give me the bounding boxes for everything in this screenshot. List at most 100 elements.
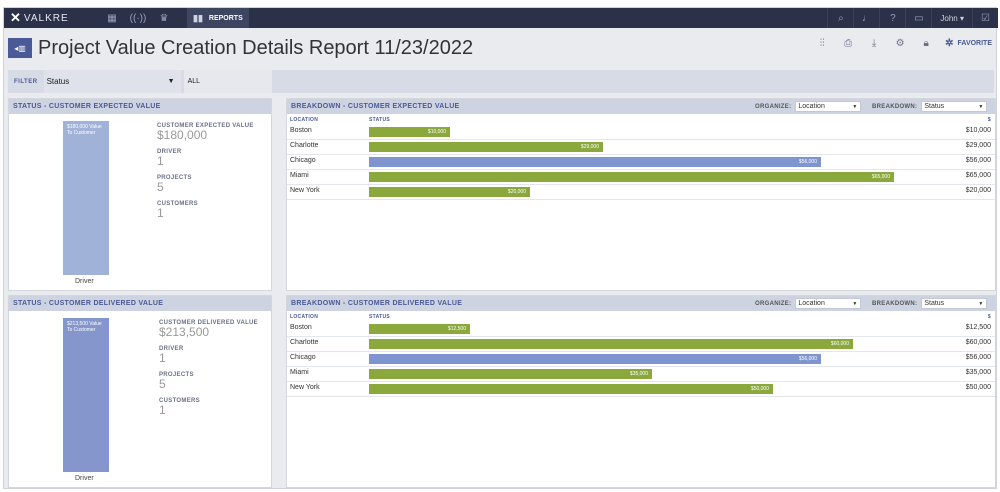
status-bar[interactable]: $20,000: [369, 187, 530, 197]
user-menu[interactable]: John ▾: [931, 8, 972, 28]
col-location: LOCATION: [290, 314, 319, 320]
logo-text: VALKRE: [23, 12, 69, 24]
lock-icon[interactable]: 🔒︎: [923, 38, 929, 49]
table-row[interactable]: Boston $12,500 $12,500: [287, 322, 995, 337]
row-amount: $60,000: [965, 339, 991, 346]
bar-value-label: $56,000: [798, 159, 817, 165]
filter-field-select[interactable]: Status ▼: [43, 70, 181, 93]
status-bar[interactable]: $65,000: [369, 172, 894, 182]
row-amount: $35,000: [965, 369, 991, 376]
bar-value-label: $56,000: [798, 356, 817, 362]
favorite-button[interactable]: ✲ FAVORITE: [945, 38, 992, 49]
status-bar[interactable]: $10,000: [369, 127, 450, 137]
status-bar[interactable]: $56,000: [369, 354, 821, 364]
driver-caption: Driver: [75, 278, 94, 285]
delivered-bar-text: $213,500 Value To Customer: [67, 321, 102, 333]
kpi-label: PROJECTS: [159, 372, 194, 378]
kpi-value: 1: [157, 206, 164, 220]
expected-value-bar[interactable]: $180,000 Value To Customer: [63, 121, 109, 275]
organize-value: Location: [798, 300, 825, 307]
organize-select[interactable]: Location ▼: [795, 298, 862, 309]
help-icon[interactable]: ?: [879, 8, 905, 28]
kpi-expected-value: CUSTOMER EXPECTED VALUE $180,000: [157, 123, 254, 142]
status-bar[interactable]: $50,000: [369, 384, 773, 394]
filter-value-field[interactable]: ALL: [183, 70, 272, 93]
crown-icon[interactable]: ♛: [159, 12, 169, 24]
organize-label: ORGANIZE:: [755, 300, 792, 307]
kpi-driver: DRIVER 1: [159, 346, 183, 365]
bar-value-label: $60,000: [830, 341, 849, 347]
microphone-icon[interactable]: ♩: [853, 8, 879, 28]
caret-down-icon: ▼: [978, 300, 984, 307]
table-row[interactable]: Chicago $56,000 $56,000: [287, 155, 995, 170]
kpi-label: CUSTOMERS: [159, 398, 200, 404]
download-icon[interactable]: ⤓: [871, 38, 877, 49]
table-row[interactable]: New York $50,000 $50,000: [287, 382, 995, 397]
breakdown-label: BREAKDOWN:: [872, 300, 918, 307]
col-amount: $: [987, 314, 991, 320]
row-location: Chicago: [290, 354, 316, 361]
organize-select[interactable]: Location ▼: [795, 101, 862, 112]
filter-label: FILTER: [14, 78, 38, 85]
status-bar[interactable]: $35,000: [369, 369, 652, 379]
search-icon[interactable]: ⌕: [827, 8, 853, 28]
table-row[interactable]: Miami $35,000 $35,000: [287, 367, 995, 382]
row-amount: $12,500: [965, 324, 991, 331]
organize-value: Location: [798, 103, 825, 110]
status-bar[interactable]: $60,000: [369, 339, 853, 349]
organize-control: ORGANIZE: Location ▼: [755, 298, 862, 309]
kpi-value: $180,000: [157, 128, 208, 142]
table-row[interactable]: Chicago $56,000 $56,000: [287, 352, 995, 367]
status-bar[interactable]: $29,000: [369, 142, 603, 152]
kpi-customers: CUSTOMERS 1: [159, 398, 200, 417]
inbox-icon[interactable]: ▭: [905, 8, 931, 28]
kpi-label: CUSTOMERS: [157, 201, 198, 207]
col-location: LOCATION: [290, 117, 319, 123]
page-title: Project Value Creation Details Report 11…: [38, 36, 474, 59]
table-row[interactable]: Charlotte $60,000 $60,000: [287, 337, 995, 352]
row-location: Miami: [290, 172, 309, 179]
bar-value-label: $10,000: [427, 129, 446, 135]
status-bar[interactable]: $12,500: [369, 324, 470, 334]
row-location: Chicago: [290, 157, 316, 164]
breakdown-control: BREAKDOWN: Status ▼: [872, 101, 988, 112]
breakdown-label: BREAKDOWN:: [872, 103, 918, 110]
nav-reports-label: REPORTS: [208, 14, 243, 22]
kpi-value: 5: [159, 377, 166, 391]
table-row[interactable]: Miami $65,000 $65,000: [287, 170, 995, 185]
chart-settings-icon[interactable]: ⫶⫶: [819, 38, 825, 49]
print-icon[interactable]: ⎙: [844, 38, 853, 49]
row-location: Boston: [290, 127, 312, 134]
row-location: Boston: [290, 324, 312, 331]
table-row[interactable]: Charlotte $29,000 $29,000: [287, 140, 995, 155]
checkbox-icon[interactable]: ☑: [972, 8, 998, 28]
row-location: New York: [290, 384, 320, 391]
breakdown-select[interactable]: Status ▼: [921, 298, 988, 309]
kpi-value: 1: [157, 154, 164, 168]
kpi-projects: PROJECTS 5: [159, 372, 194, 391]
breakdown-select[interactable]: Status ▼: [921, 101, 988, 112]
title-bar: ◂▥ Project Value Creation Details Report…: [4, 28, 998, 68]
kpi-driver: DRIVER 1: [157, 149, 181, 168]
dashboard-icon[interactable]: ▦: [107, 12, 117, 24]
kpi-value: $213,500: [159, 325, 210, 339]
col-status: STATUS: [369, 117, 391, 123]
row-location: New York: [290, 187, 320, 194]
logo[interactable]: ✕ VALKRE: [4, 8, 99, 28]
nav-reports[interactable]: ▮▮ REPORTS: [187, 8, 249, 28]
filter-field-value: Status: [46, 77, 70, 86]
back-button[interactable]: ◂▥: [8, 38, 32, 58]
panel-title: STATUS - CUSTOMER EXPECTED VALUE: [9, 99, 271, 114]
row-amount: $29,000: [965, 142, 991, 149]
row-location: Charlotte: [290, 142, 319, 149]
signal-icon[interactable]: ((·)): [129, 12, 147, 24]
table-row[interactable]: Boston $10,000 $10,000: [287, 125, 995, 140]
breakdown-expected-panel: BREAKDOWN - CUSTOMER EXPECTED VALUE ORGA…: [286, 98, 996, 291]
panel-title: STATUS - CUSTOMER DELIVERED VALUE: [9, 296, 271, 311]
delivered-value-bar[interactable]: $213,500 Value To Customer: [63, 318, 109, 472]
gear-icon[interactable]: ⚙: [895, 38, 905, 49]
table-row[interactable]: New York $20,000 $20,000: [287, 185, 995, 200]
breakdown-value: Status: [924, 300, 945, 307]
expected-bar-text: $180,000 Value To Customer: [67, 124, 102, 136]
status-bar[interactable]: $56,000: [369, 157, 821, 167]
